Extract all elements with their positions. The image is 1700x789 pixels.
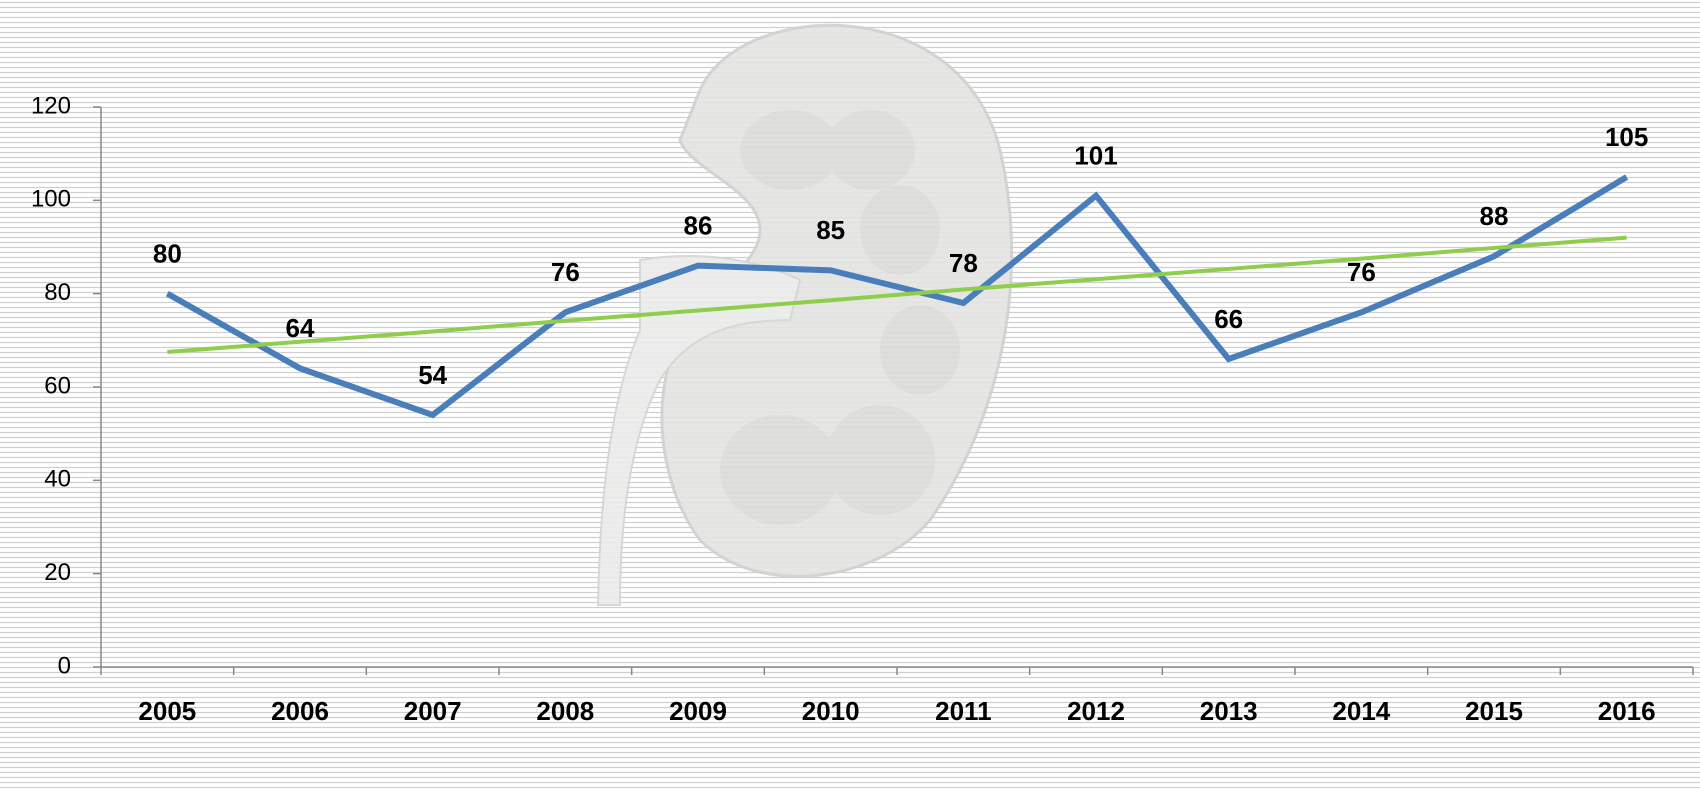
series-line: [165, 174, 1629, 419]
x-tick-label: 2013: [1200, 696, 1258, 726]
data-label: 80: [153, 239, 182, 269]
series-line: [167, 235, 1627, 354]
y-tick-label: 0: [58, 652, 71, 679]
x-tick-label: 2010: [802, 696, 860, 726]
y-tick-label: 20: [44, 559, 71, 586]
data-label: 88: [1480, 201, 1509, 231]
x-tick-label: 2014: [1332, 696, 1390, 726]
data-label: 54: [418, 360, 447, 390]
y-tick-label: 40: [44, 466, 71, 493]
data-label: 76: [1347, 257, 1376, 287]
x-tick-label: 2009: [669, 696, 727, 726]
y-tick-label: 60: [44, 372, 71, 399]
data-label: 101: [1074, 141, 1117, 171]
y-tick-label: 100: [31, 186, 71, 213]
x-tick-label: 2005: [138, 696, 196, 726]
data-label: 85: [816, 215, 845, 245]
x-tick-label: 2007: [404, 696, 462, 726]
y-tick-label: 120: [31, 92, 71, 119]
y-tick-label: 80: [44, 279, 71, 306]
x-tick-label: 2012: [1067, 696, 1125, 726]
data-label: 64: [286, 313, 315, 343]
data-label: 86: [684, 211, 713, 241]
x-tick-label: 2011: [935, 696, 991, 726]
data-label: 78: [949, 248, 978, 278]
data-label: 66: [1214, 304, 1243, 334]
data-label: 105: [1605, 122, 1648, 152]
x-tick-label: 2006: [271, 696, 329, 726]
x-tick-label: 2008: [536, 696, 594, 726]
x-tick-label: 2016: [1598, 696, 1656, 726]
data-label: 76: [551, 257, 580, 287]
x-tick-label: 2015: [1465, 696, 1523, 726]
